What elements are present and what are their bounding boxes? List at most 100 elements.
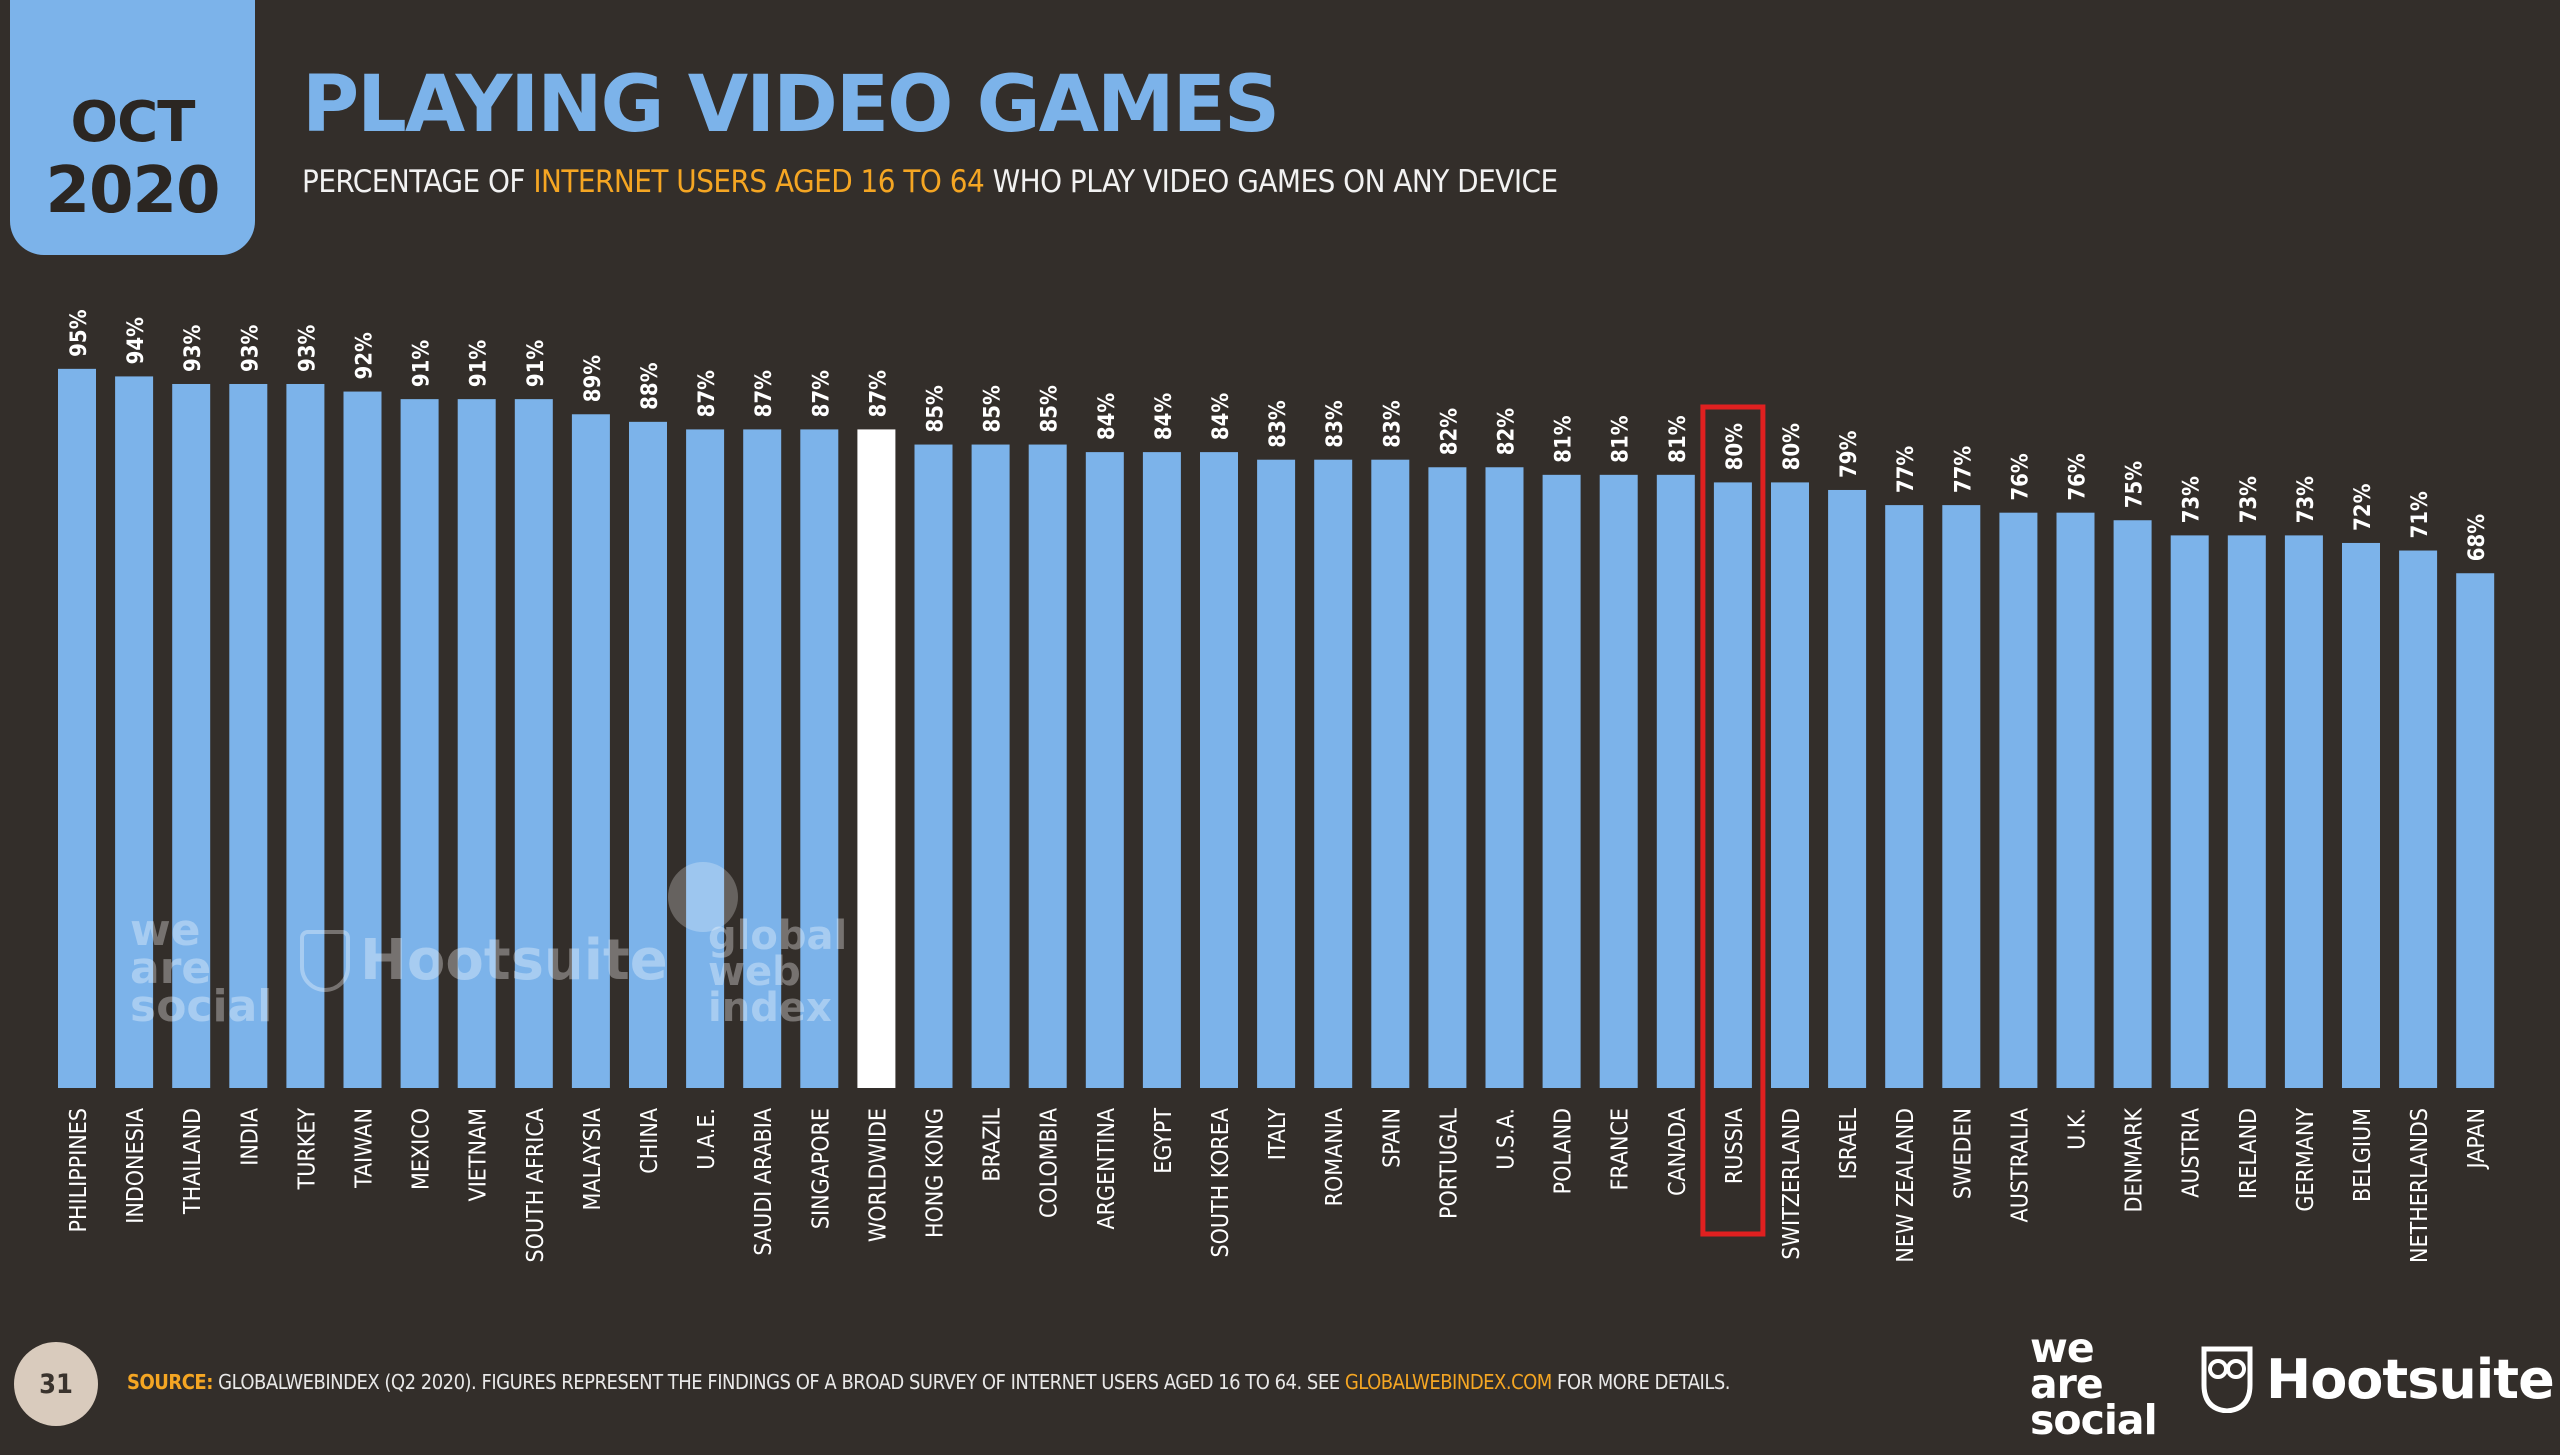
- logo-was-line: social: [2030, 1396, 2158, 1444]
- category-label: NETHERLANDS: [2407, 1108, 2433, 1263]
- category-label: TAIWAN: [352, 1108, 378, 1189]
- bar: [343, 391, 382, 1088]
- page-title: PLAYING VIDEO GAMES: [302, 60, 1280, 150]
- category-label: SAUDI ARABIA: [751, 1108, 777, 1256]
- value-label: 93%: [295, 324, 320, 372]
- bar: [457, 399, 496, 1088]
- bar: [1885, 505, 1924, 1088]
- logo-was-line: we: [2030, 1324, 2095, 1372]
- category-label: DENMARK: [2122, 1108, 2148, 1213]
- category-label: MEXICO: [409, 1108, 435, 1190]
- category-label: SWITZERLAND: [1779, 1108, 1805, 1260]
- value-label: 94%: [124, 317, 149, 365]
- value-label: 83%: [1266, 400, 1291, 448]
- watermark-gwi-line: index: [708, 985, 832, 1031]
- date-tab: OCT 2020: [10, 0, 255, 255]
- bar: [2456, 573, 2495, 1088]
- bar: [743, 429, 782, 1088]
- source-note: SOURCE: GLOBALWEBINDEX (Q2 2020). FIGURE…: [127, 1370, 1730, 1394]
- subtitle-highlight: INTERNET USERS AGED 16 TO 64: [533, 164, 985, 200]
- category-label: CHINA: [637, 1108, 663, 1174]
- bar: [2284, 535, 2323, 1088]
- category-label: INDIA: [237, 1108, 263, 1166]
- value-label: 83%: [1323, 400, 1348, 448]
- category-label: U.S.A.: [1494, 1108, 1520, 1170]
- value-label: 91%: [410, 340, 435, 388]
- bar-chart: 95% PHILIPPINES 94% INDONESIA 93% THAILAND 93%…: [58, 309, 2495, 1263]
- value-label: 85%: [924, 385, 949, 433]
- watermark-gwi-line: web: [708, 949, 801, 995]
- bar: [1200, 452, 1238, 1088]
- category-label: WORLDWIDE: [865, 1108, 891, 1242]
- value-label: 87%: [695, 370, 720, 418]
- value-label: 93%: [181, 324, 206, 372]
- category-label: BELGIUM: [2350, 1108, 2376, 1202]
- category-label: INDONESIA: [123, 1108, 149, 1224]
- value-label: 77%: [1894, 446, 1919, 494]
- subtitle-prefix: PERCENTAGE OF: [302, 164, 534, 200]
- bar: [1999, 512, 2038, 1088]
- category-label: COLOMBIA: [1037, 1108, 1063, 1218]
- bar: [2227, 535, 2266, 1088]
- category-label: AUSTRIA: [2179, 1108, 2205, 1198]
- bar: [971, 444, 1010, 1088]
- value-label: 82%: [1437, 408, 1462, 456]
- value-label: 82%: [1495, 408, 1520, 456]
- value-label: 80%: [1723, 423, 1748, 471]
- category-label: FRANCE: [1608, 1108, 1634, 1191]
- value-label: 89%: [581, 355, 606, 403]
- bar: [1257, 459, 1296, 1088]
- value-label: 95%: [67, 309, 92, 357]
- bar: [1771, 482, 1809, 1088]
- bar: [58, 368, 96, 1089]
- category-label: ROMANIA: [1322, 1108, 1348, 1206]
- value-label: 81%: [1666, 415, 1691, 463]
- we-are-social-logo: we are social: [2030, 1324, 2158, 1444]
- value-label: 80%: [1780, 423, 1805, 471]
- value-label: 84%: [1095, 393, 1120, 441]
- bar: [1485, 467, 1524, 1088]
- bar: [800, 429, 839, 1088]
- value-label: 68%: [2465, 514, 2490, 562]
- category-label: EGYPT: [1151, 1108, 1177, 1174]
- bar: [1371, 459, 1410, 1088]
- highlight-box: [1700, 404, 1766, 1237]
- bar: [2399, 550, 2438, 1088]
- bar: [686, 429, 725, 1088]
- watermark-globalwebindex: global web index: [668, 862, 847, 1031]
- category-label: PORTUGAL: [1436, 1108, 1462, 1219]
- bar: [1599, 474, 1638, 1089]
- bar: [1028, 444, 1067, 1088]
- watermark-was-line: are: [130, 943, 212, 994]
- owl-icon: [300, 929, 350, 992]
- source-tail: FOR MORE DETAILS.: [1551, 1370, 1730, 1394]
- value-label: 87%: [809, 370, 834, 418]
- bar: [914, 444, 953, 1088]
- category-label: SOUTH KOREA: [1208, 1108, 1234, 1258]
- value-label: 91%: [524, 340, 549, 388]
- value-label: 85%: [1038, 385, 1063, 433]
- bar: [2113, 520, 2152, 1088]
- bar: [514, 399, 553, 1088]
- value-label: 72%: [2351, 483, 2376, 531]
- bar: [229, 383, 268, 1088]
- gwi-orb-icon: [668, 862, 738, 932]
- source-text: GLOBALWEBINDEX (Q2 2020). FIGURES REPRES…: [212, 1370, 1345, 1394]
- bar: [2342, 542, 2380, 1088]
- value-label: 81%: [1609, 415, 1634, 463]
- category-label: ISRAEL: [1836, 1108, 1862, 1180]
- category-label: ITALY: [1265, 1108, 1291, 1161]
- bar: [1713, 482, 1752, 1088]
- value-label: 91%: [467, 340, 492, 388]
- category-label: TURKEY: [294, 1108, 320, 1191]
- bar: [1656, 474, 1695, 1089]
- category-label: U.A.E.: [694, 1108, 720, 1170]
- category-label: SWEDEN: [1950, 1108, 1976, 1199]
- category-label: NEW ZEALAND: [1893, 1108, 1919, 1263]
- bar: [1085, 452, 1124, 1088]
- value-label: 93%: [238, 324, 263, 372]
- value-label: 73%: [2237, 476, 2262, 524]
- owl-icon: [2201, 1346, 2253, 1413]
- source-link[interactable]: GLOBALWEBINDEX.COM: [1344, 1370, 1553, 1394]
- value-label: 81%: [1552, 415, 1577, 463]
